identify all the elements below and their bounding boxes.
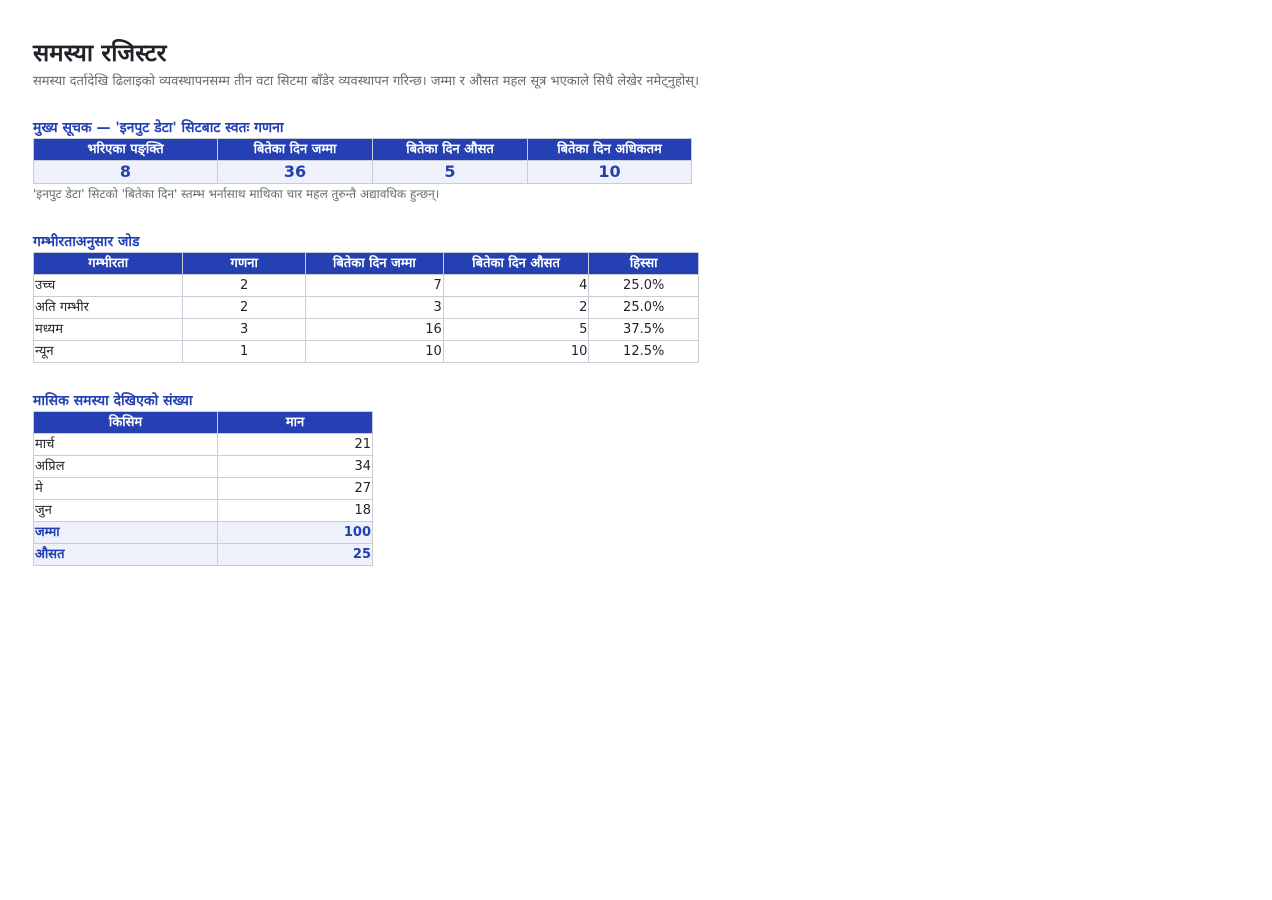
sheet: समस्या रजिस्टर समस्या दर्तादेखि ढिलाइको … bbox=[32, 36, 700, 566]
severity-name-cell[interactable]: अति गम्भीर bbox=[32, 296, 184, 319]
severity-share-cell[interactable]: 25.0% bbox=[588, 296, 700, 319]
kpi-value-row: 8 36 5 10 bbox=[33, 160, 692, 184]
kpi-note: 'इनपुट डेटा' सिटको 'बितेका दिन' स्तम्भ भ… bbox=[33, 187, 440, 201]
severity-section: गम्भीरताअनुसार जोड गम्भीरता गणना बितेका … bbox=[32, 232, 700, 363]
table-row: अप्रिल 34 bbox=[33, 455, 373, 478]
severity-header-cell[interactable]: हिस्सा bbox=[588, 252, 700, 275]
severity-name-cell[interactable]: उच्च bbox=[32, 274, 184, 297]
kpi-table: भरिएका पङ्क्ति बितेका दिन जम्मा बितेका द… bbox=[33, 138, 692, 184]
kpi-days-total-value[interactable]: 36 bbox=[217, 160, 373, 184]
severity-days-total-cell[interactable]: 16 bbox=[305, 318, 444, 341]
severity-days-average-cell[interactable]: 4 bbox=[442, 274, 590, 297]
severity-name-cell[interactable]: मध्यम bbox=[32, 318, 184, 341]
severity-share-cell[interactable]: 12.5% bbox=[588, 340, 700, 363]
kpi-header-cell[interactable]: बितेका दिन जम्मा bbox=[217, 138, 373, 161]
severity-days-total-cell[interactable]: 10 bbox=[305, 340, 444, 363]
severity-count-cell[interactable]: 1 bbox=[182, 340, 307, 363]
average-label-cell[interactable]: औसत bbox=[33, 543, 218, 566]
table-row: जुन 18 bbox=[33, 499, 373, 522]
table-row: न्यून 1 10 10 12.5% bbox=[32, 340, 700, 363]
table-row: अति गम्भीर 2 3 2 25.0% bbox=[32, 296, 700, 319]
table-row: मार्च 21 bbox=[33, 433, 373, 456]
severity-name-cell[interactable]: न्यून bbox=[32, 340, 184, 363]
severity-share-cell[interactable]: 37.5% bbox=[588, 318, 700, 341]
kpi-filled-rows-value[interactable]: 8 bbox=[33, 160, 218, 184]
severity-count-cell[interactable]: 3 bbox=[182, 318, 307, 341]
kpi-days-average-value[interactable]: 5 bbox=[372, 160, 528, 184]
severity-section-title: गम्भीरताअनुसार जोड bbox=[33, 234, 140, 250]
page-title: समस्या रजिस्टर bbox=[33, 39, 167, 67]
severity-days-total-cell[interactable]: 3 bbox=[305, 296, 444, 319]
monthly-header-cell[interactable]: किसिम bbox=[33, 411, 218, 434]
severity-header-cell[interactable]: गणना bbox=[182, 252, 307, 275]
severity-days-average-cell[interactable]: 10 bbox=[442, 340, 590, 363]
kpi-section: मुख्य सूचक — 'इनपुट डेटा' सिटबाट स्वतः ग… bbox=[33, 118, 692, 204]
monthly-section-title: मासिक समस्या देखिएको संख्या bbox=[33, 393, 193, 409]
severity-share-cell[interactable]: 25.0% bbox=[588, 274, 700, 297]
kpi-days-max-value[interactable]: 10 bbox=[527, 160, 692, 184]
average-value-cell[interactable]: 25 bbox=[217, 543, 373, 566]
month-value-cell[interactable]: 21 bbox=[217, 433, 373, 456]
month-value-cell[interactable]: 34 bbox=[217, 455, 373, 478]
month-name-cell[interactable]: मे bbox=[33, 477, 218, 500]
month-name-cell[interactable]: जुन bbox=[33, 499, 218, 522]
severity-header-cell[interactable]: बितेका दिन औसत bbox=[442, 252, 590, 275]
severity-count-cell[interactable]: 2 bbox=[182, 296, 307, 319]
severity-header-cell[interactable]: गम्भीरता bbox=[32, 252, 184, 275]
kpi-header-cell[interactable]: बितेका दिन अधिकतम bbox=[527, 138, 692, 161]
severity-table: गम्भीरता गणना बितेका दिन जम्मा बितेका दि… bbox=[32, 252, 700, 363]
severity-days-total-cell[interactable]: 7 bbox=[305, 274, 444, 297]
table-row: मध्यम 3 16 5 37.5% bbox=[32, 318, 700, 341]
month-value-cell[interactable]: 18 bbox=[217, 499, 373, 522]
total-row: जम्मा 100 bbox=[33, 521, 373, 544]
severity-header-row: गम्भीरता गणना बितेका दिन जम्मा बितेका दि… bbox=[32, 252, 700, 275]
kpi-header-cell[interactable]: बितेका दिन औसत bbox=[372, 138, 528, 161]
severity-count-cell[interactable]: 2 bbox=[182, 274, 307, 297]
total-label-cell[interactable]: जम्मा bbox=[33, 521, 218, 544]
kpi-header-row: भरिएका पङ्क्ति बितेका दिन जम्मा बितेका द… bbox=[33, 138, 692, 161]
table-row: मे 27 bbox=[33, 477, 373, 500]
total-value-cell[interactable]: 100 bbox=[217, 521, 373, 544]
monthly-header-cell[interactable]: मान bbox=[217, 411, 373, 434]
monthly-section: मासिक समस्या देखिएको संख्या किसिम मान मा… bbox=[33, 391, 373, 566]
monthly-table: किसिम मान मार्च 21 अप्रिल 34 मे 27 जुन 1… bbox=[33, 411, 373, 566]
month-name-cell[interactable]: मार्च bbox=[33, 433, 218, 456]
month-name-cell[interactable]: अप्रिल bbox=[33, 455, 218, 478]
kpi-header-cell[interactable]: भरिएका पङ्क्ति bbox=[33, 138, 218, 161]
kpi-section-title: मुख्य सूचक — 'इनपुट डेटा' सिटबाट स्वतः ग… bbox=[33, 120, 284, 136]
monthly-header-row: किसिम मान bbox=[33, 411, 373, 434]
severity-days-average-cell[interactable]: 5 bbox=[442, 318, 590, 341]
table-row: उच्च 2 7 4 25.0% bbox=[32, 274, 700, 297]
severity-days-average-cell[interactable]: 2 bbox=[442, 296, 590, 319]
page-subtitle: समस्या दर्तादेखि ढिलाइको व्यवस्थापनसम्म … bbox=[33, 74, 700, 89]
severity-header-cell[interactable]: बितेका दिन जम्मा bbox=[305, 252, 444, 275]
average-row: औसत 25 bbox=[33, 543, 373, 566]
month-value-cell[interactable]: 27 bbox=[217, 477, 373, 500]
